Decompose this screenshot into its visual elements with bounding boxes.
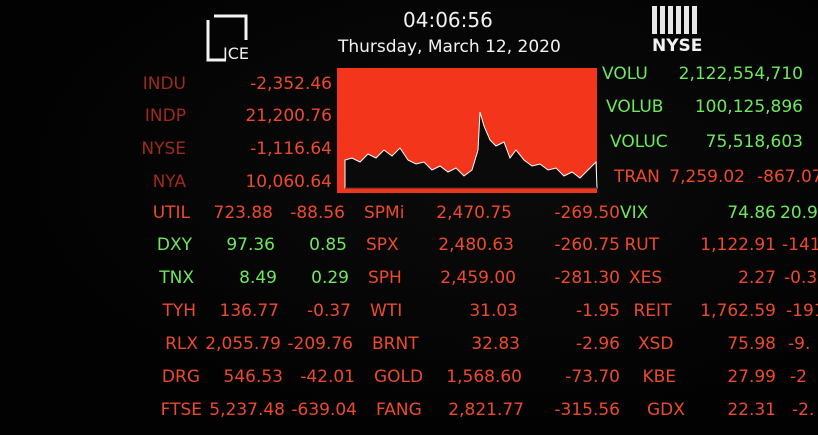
last-price: 2,055.79 <box>205 334 281 354</box>
ice-logo-frame <box>206 14 248 62</box>
last-price: 2,821.77 <box>448 400 524 420</box>
symbol: XES <box>629 268 663 288</box>
net-change: -191.8 <box>786 301 818 321</box>
logo-left: ICE <box>223 44 249 63</box>
last-price: 74.86 <box>727 203 776 223</box>
last-price: 31.03 <box>469 301 518 321</box>
logo-right: NYSE <box>652 36 703 56</box>
clock: 04:06:56 <box>403 8 493 32</box>
volume-value: 2,122,554,710 <box>678 64 803 84</box>
symbol: KBE <box>642 367 677 387</box>
volume-value: 75,518,603 <box>705 132 803 152</box>
net-change: -639.04 <box>291 400 357 420</box>
date: Thursday, March 12, 2020 <box>338 37 561 57</box>
net-change: 20.96 <box>780 203 818 223</box>
last-price: 2,480.63 <box>438 235 514 255</box>
symbol: DXY <box>156 235 192 255</box>
intraday-chart-line <box>344 111 598 189</box>
last-price: 8.49 <box>239 268 277 288</box>
symbol: UTIL <box>152 203 190 223</box>
volume-value: 7,259.02 <box>669 167 745 187</box>
symbol: XSD <box>638 334 674 354</box>
last-price: 97.36 <box>226 235 275 255</box>
volume-symbol: TRAN <box>614 167 660 187</box>
symbol: TNX <box>159 268 194 288</box>
index-value: 10,060.64 <box>245 172 332 192</box>
net-change: -73.70 <box>565 367 620 387</box>
index-symbol: NYSE <box>141 139 186 159</box>
net-change: -141.3 <box>782 235 818 255</box>
last-price: 27.99 <box>727 367 776 387</box>
volume-value: 100,125,896 <box>694 97 803 117</box>
net-change: -9. <box>788 334 811 354</box>
symbol: FTSE <box>160 400 202 420</box>
symbol: DRG <box>161 367 200 387</box>
index-value: 21,200.76 <box>245 106 332 126</box>
last-price: 32.83 <box>471 334 520 354</box>
index-value: -2,352.46 <box>250 74 332 94</box>
symbol: SPH <box>368 268 402 288</box>
index-symbol: INDP <box>144 106 186 126</box>
symbol: BRNT <box>372 334 419 354</box>
last-price: 1,762.59 <box>700 301 776 321</box>
net-change: -42.01 <box>300 367 355 387</box>
net-change: -88.56 <box>290 203 345 223</box>
net-change: -2 <box>790 367 807 387</box>
symbol: SPMi <box>364 203 405 223</box>
symbol: REIT <box>633 301 672 321</box>
net-change: -260.75 <box>554 235 620 255</box>
last-price: 22.31 <box>727 400 776 420</box>
last-price: 546.53 <box>223 367 283 387</box>
volume-change: -867.07 <box>757 167 818 187</box>
index-symbol: NYA <box>152 172 186 192</box>
nyse-logo-columns <box>652 6 697 34</box>
last-price: 2,470.75 <box>436 203 512 223</box>
net-change: -2. <box>792 400 815 420</box>
net-change: -2.96 <box>576 334 620 354</box>
symbol: RLX <box>165 334 198 354</box>
symbol: FANG <box>376 400 422 420</box>
net-change: -0.37 <box>307 301 351 321</box>
net-change: -281.30 <box>554 268 620 288</box>
symbol: VIX <box>620 203 649 223</box>
last-price: 136.77 <box>219 301 279 321</box>
symbol: WTI <box>370 301 403 321</box>
last-price: 723.88 <box>213 203 273 223</box>
volume-symbol: VOLUC <box>610 132 668 152</box>
symbol: GDX <box>647 400 685 420</box>
last-price: 2,459.00 <box>440 268 516 288</box>
volume-symbol: VOLU <box>602 64 648 84</box>
symbol: RUT <box>624 235 660 255</box>
last-price: 2.27 <box>738 268 776 288</box>
net-change: 0.29 <box>311 268 349 288</box>
volume-symbol: VOLUB <box>606 97 664 117</box>
last-price: 1,568.60 <box>446 367 522 387</box>
net-change: 0.85 <box>309 235 347 255</box>
net-change: -209.76 <box>287 334 353 354</box>
symbol: TYH <box>162 301 196 321</box>
symbol: GOLD <box>374 367 424 387</box>
net-change: -1.95 <box>576 301 620 321</box>
net-change: -269.50 <box>554 203 620 223</box>
last-price: 1,122.91 <box>700 235 776 255</box>
index-symbol: INDU <box>142 74 186 94</box>
index-value: -1,116.64 <box>250 139 332 159</box>
net-change: -315.56 <box>554 400 620 420</box>
last-price: 5,237.48 <box>209 400 285 420</box>
last-price: 75.98 <box>727 334 776 354</box>
net-change: -0.3 <box>784 268 818 288</box>
symbol: SPX <box>366 235 399 255</box>
